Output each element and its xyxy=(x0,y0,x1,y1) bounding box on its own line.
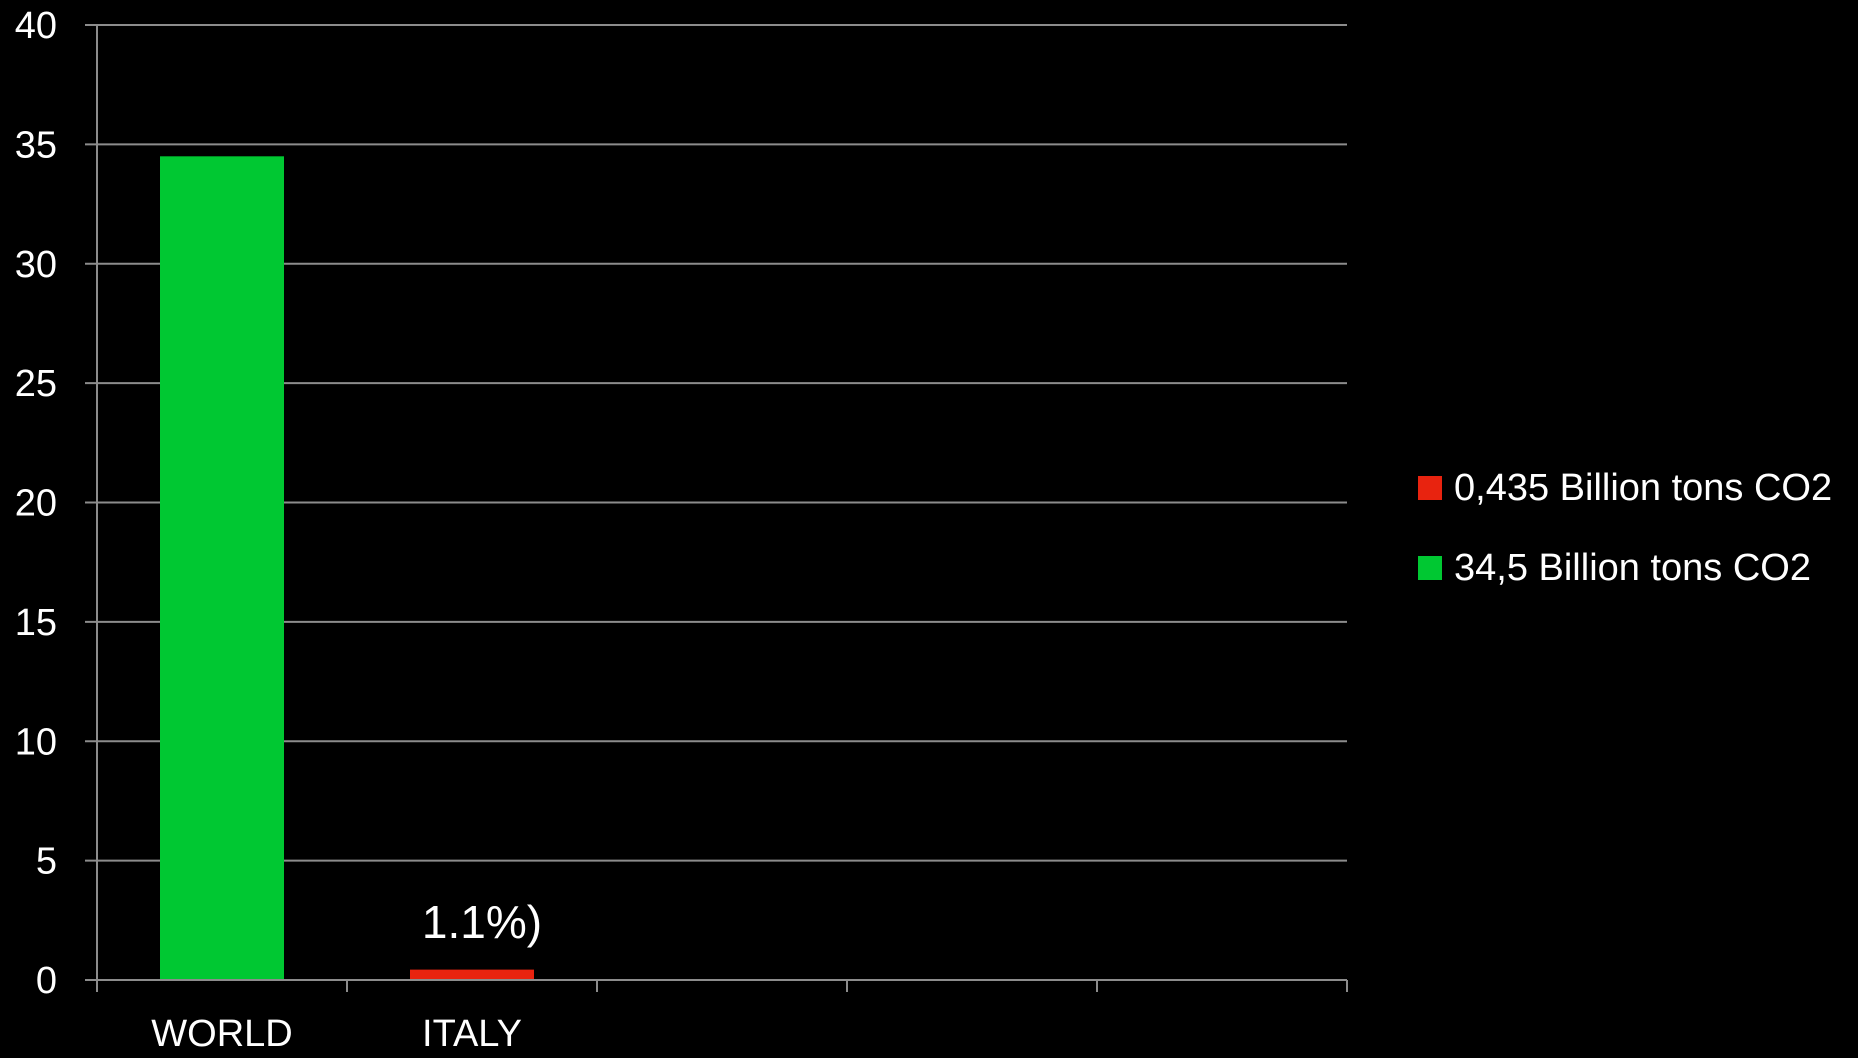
labels-layer: 0 5 10 15 20 25 30 35 40 WORLD ITALY xyxy=(15,5,522,1055)
bars-layer xyxy=(160,156,534,980)
y-tick-label: 40 xyxy=(15,5,57,47)
legend-label: 0,435 Billion tons CO2 xyxy=(1454,466,1833,509)
legend: 0,435 Billion tons CO2 34,5 Billion tons… xyxy=(1418,466,1833,628)
legend-item: 34,5 Billion tons CO2 xyxy=(1418,546,1832,589)
bar xyxy=(160,156,284,980)
bar-annotation: 1.1%) xyxy=(422,896,542,948)
grid-layer xyxy=(97,24,1347,862)
legend-label: 34,5 Billion tons CO2 xyxy=(1454,546,1811,589)
bar xyxy=(410,969,534,980)
y-tick-label: 10 xyxy=(15,721,57,763)
x-tick-label: ITALY xyxy=(422,1013,522,1055)
y-tick-label: 15 xyxy=(15,602,57,644)
y-tick-label: 5 xyxy=(36,841,57,883)
legend-swatch-red xyxy=(1418,476,1442,500)
y-tick-label: 35 xyxy=(15,124,57,166)
axis-layer xyxy=(85,24,1348,992)
y-tick-label: 30 xyxy=(15,244,57,286)
y-tick-label: 0 xyxy=(36,960,57,1002)
legend-swatch-green xyxy=(1418,556,1442,580)
y-tick-label: 20 xyxy=(15,483,57,525)
y-tick-label: 25 xyxy=(15,363,57,405)
x-tick-label: WORLD xyxy=(151,1013,292,1055)
legend-item: 0,435 Billion tons CO2 xyxy=(1418,466,1833,509)
